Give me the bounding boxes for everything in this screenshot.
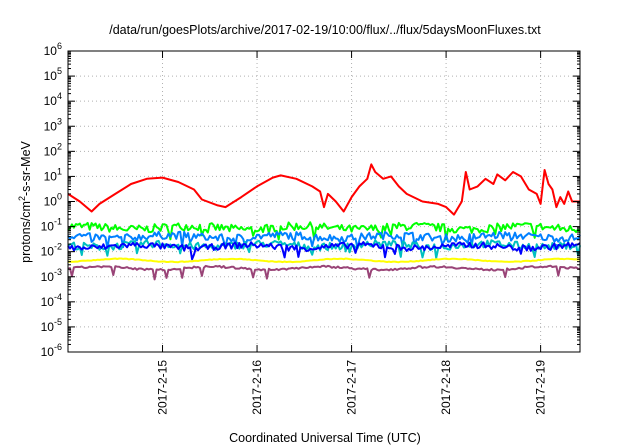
- y-tick-label: 104: [44, 91, 62, 108]
- series-line: [67, 264, 581, 281]
- series-line: [67, 163, 580, 216]
- y-tick-label: 10-6: [41, 342, 62, 359]
- y-axis-label: protons/cm2-s-sr-MeV: [17, 140, 33, 262]
- series-group: [67, 163, 581, 281]
- series-line: [67, 230, 581, 250]
- y-tick-label: 10-1: [41, 217, 62, 234]
- y-tick-label: 10-5: [41, 317, 62, 334]
- y-tick-label: 105: [44, 66, 62, 83]
- series-line: [67, 257, 581, 264]
- y-tick-label: 101: [44, 166, 62, 183]
- y-tick-label: 106: [44, 41, 62, 58]
- series-line: [67, 239, 581, 260]
- x-tick-label: 2017-2-17: [345, 360, 359, 415]
- x-tick-label: 2017-2-16: [250, 360, 264, 415]
- y-tick-label: 103: [44, 116, 62, 133]
- chart-title: /data/run/goesPlots/archive/2017-02-19/1…: [109, 23, 541, 37]
- x-axis-label: Coordinated Universal Time (UTC): [229, 431, 421, 445]
- x-tick-label: 2017-2-19: [534, 360, 548, 415]
- y-tick-label: 10-2: [41, 242, 62, 259]
- y-tick-label: 10-3: [41, 267, 62, 284]
- series-line: [67, 221, 581, 241]
- x-tick-label: 2017-2-18: [439, 360, 453, 415]
- series-line: [67, 241, 581, 261]
- grid: [68, 51, 580, 352]
- x-axis: 2017-2-15 2017-2-16 2017-2-17 2017-2-18 2017…: [156, 51, 548, 415]
- y-axis: 10-6 10-5 10-4 10-3 10-2 10-1 100 101 102 103 104 1…: [41, 41, 580, 359]
- y-tick-label: 100: [44, 192, 62, 209]
- y-tick-label: 10-4: [41, 292, 62, 309]
- y-tick-label: 102: [44, 141, 62, 158]
- x-tick-label: 2017-2-15: [156, 360, 170, 415]
